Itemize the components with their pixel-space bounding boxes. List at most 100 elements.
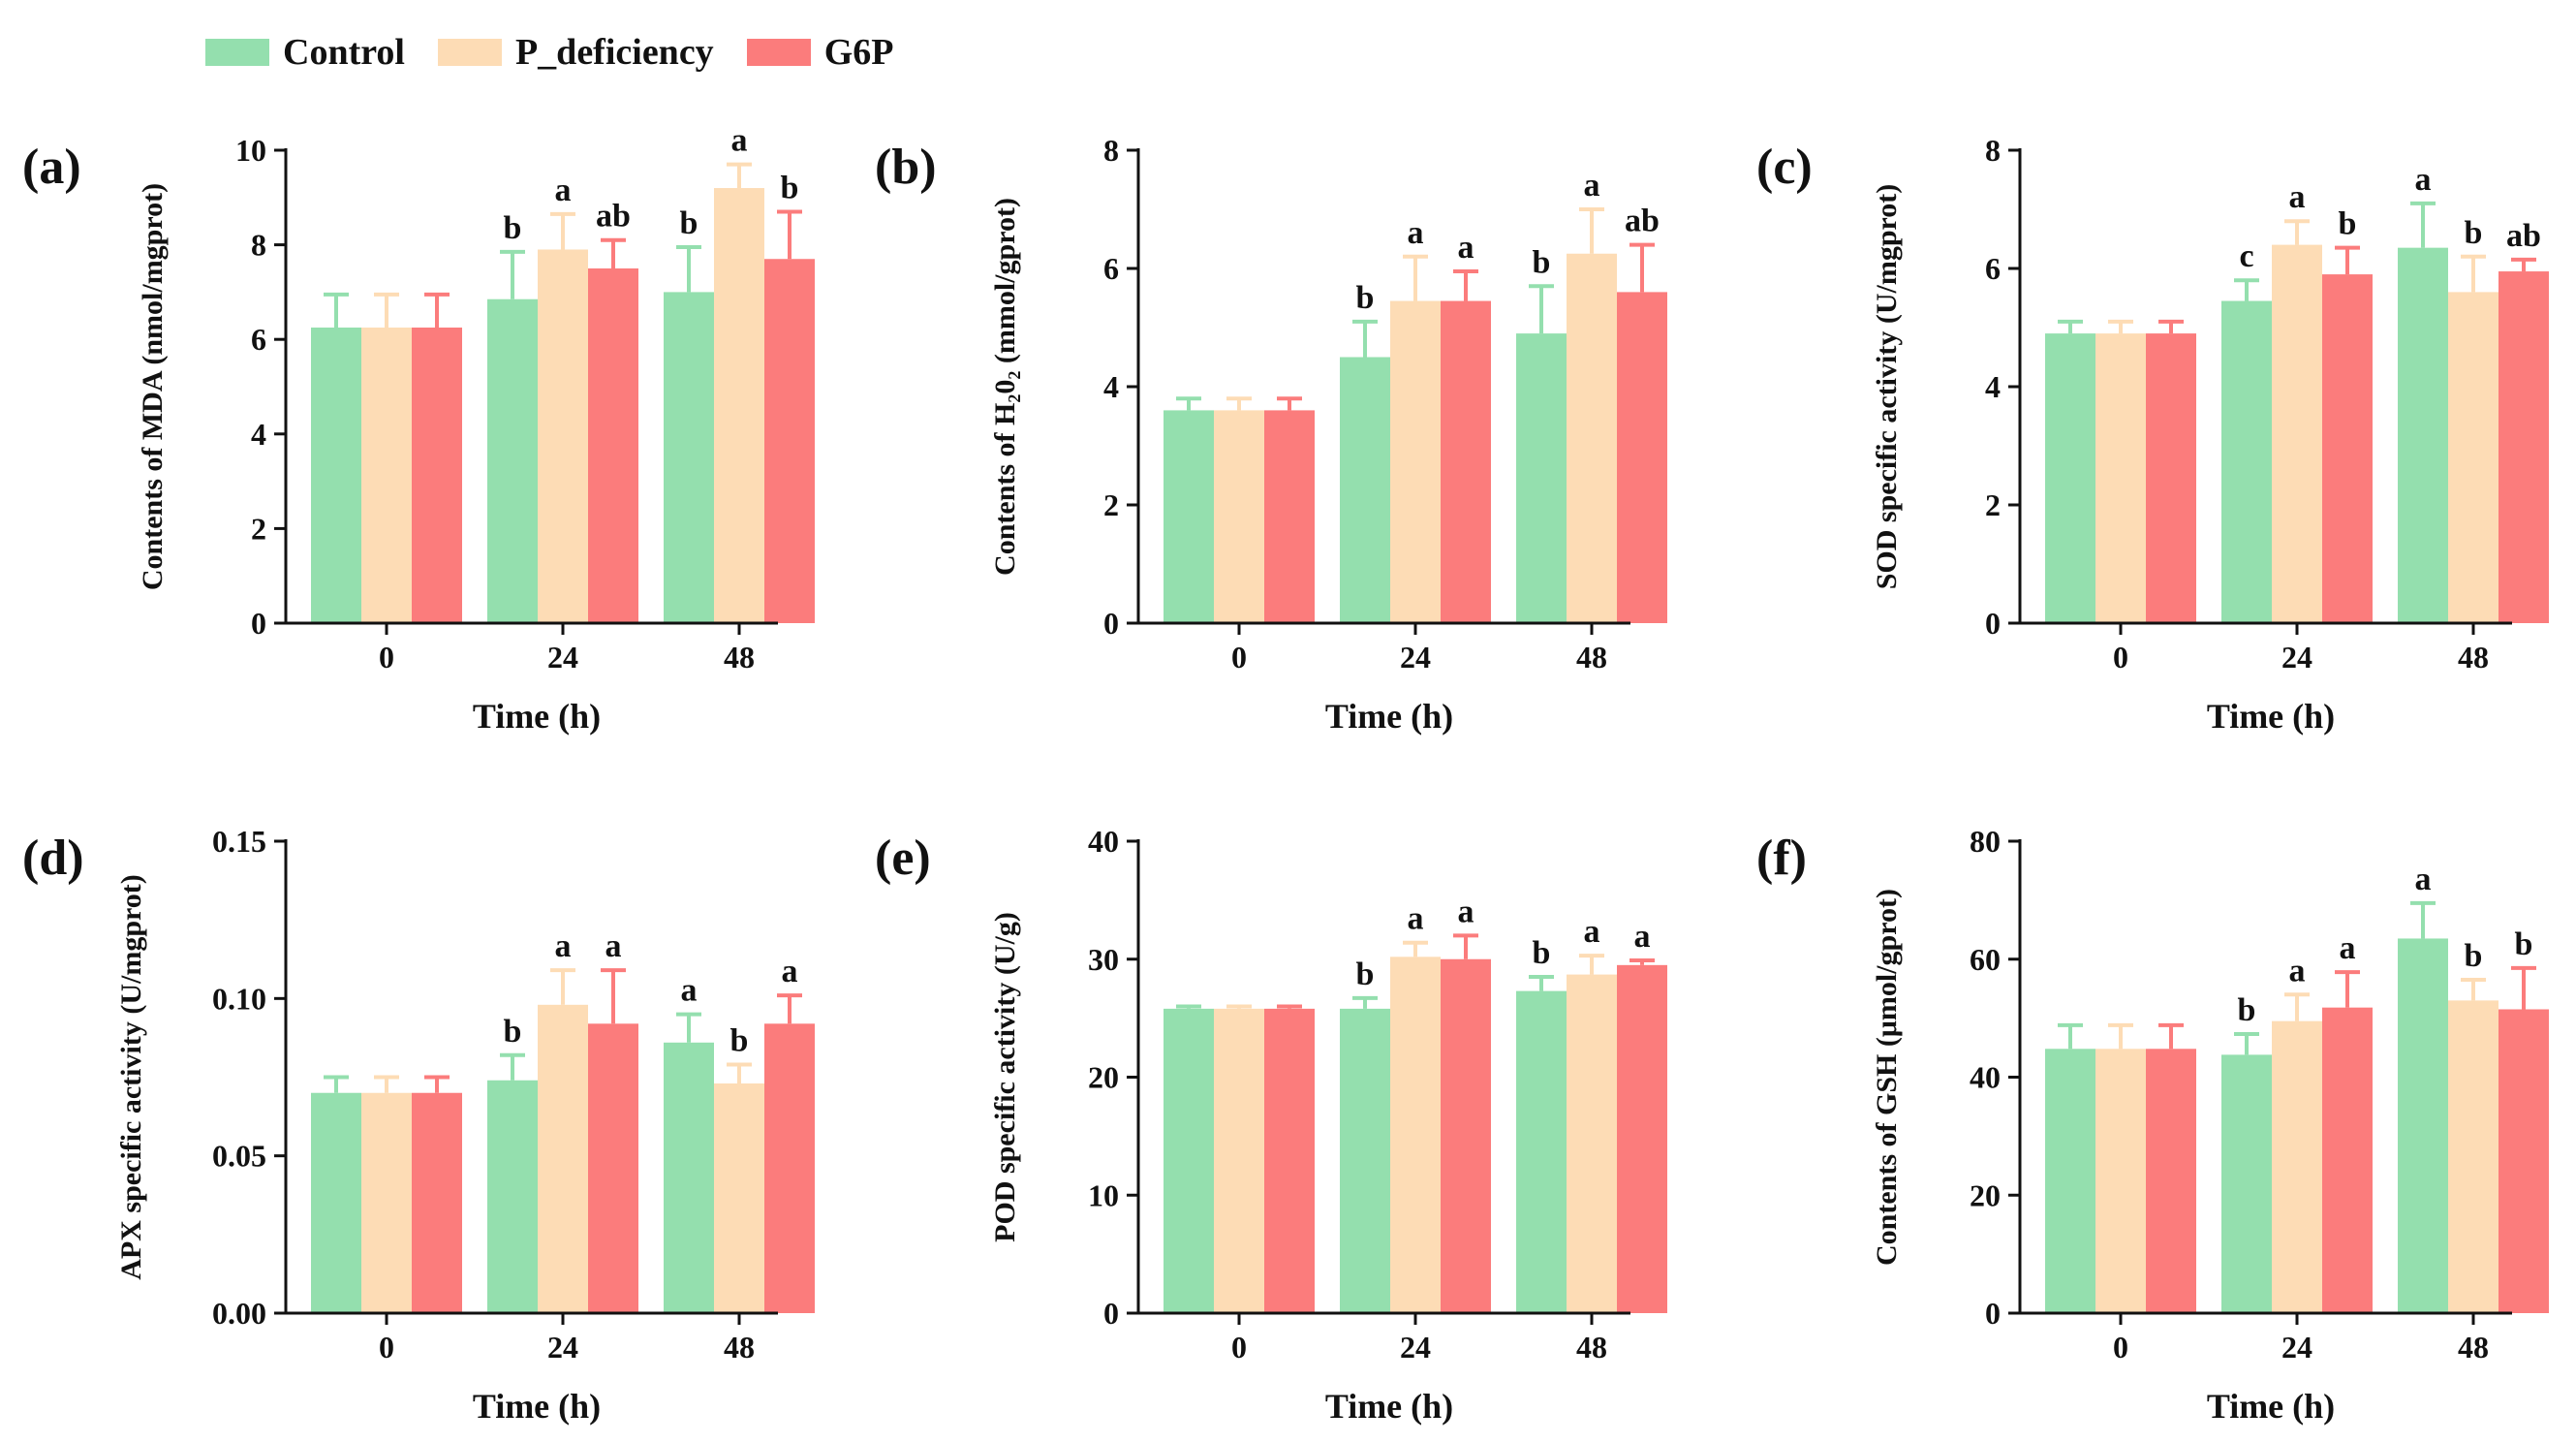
bar [2322, 274, 2373, 623]
y-tick-label: 10 [235, 133, 266, 168]
significance-label: ab [596, 199, 631, 235]
y-tick-label: 6 [251, 322, 266, 357]
y-axis-title: POD specific activity (U/g) [989, 912, 1021, 1242]
x-axis-title: Time (h) [473, 697, 601, 736]
bar [1567, 974, 1617, 1313]
bar [2498, 271, 2549, 623]
significance-label: a [2415, 162, 2432, 198]
y-axis-title: Contents of MDA (nmol/mgprot) [137, 183, 169, 590]
bar [361, 1092, 412, 1313]
significance-label: a [2340, 930, 2356, 966]
x-tick-label: 0 [379, 640, 394, 674]
y-tick-label: 0.00 [212, 1296, 266, 1331]
y-tick-label: 2 [251, 511, 266, 546]
x-axis-title: Time (h) [473, 1387, 601, 1426]
x-axis-title: Time (h) [1325, 697, 1453, 736]
significance-label: b [2515, 926, 2533, 962]
bar [764, 259, 815, 623]
bar [2498, 1009, 2549, 1313]
bar [1617, 964, 1667, 1313]
significance-label: b [504, 1014, 522, 1050]
bar [538, 249, 588, 623]
panel-label: (b) [875, 140, 937, 195]
legend: Control P_deficiency G6P [205, 29, 926, 76]
y-tick-label: 0 [1985, 606, 2001, 641]
bar [2045, 1049, 2095, 1313]
x-axis-title: Time (h) [2207, 697, 2335, 736]
bar [1567, 253, 1617, 623]
significance-label: a [681, 973, 698, 1009]
bar [538, 1004, 588, 1313]
panel-label: (c) [1756, 140, 1813, 195]
bar [588, 268, 638, 623]
legend-item-control: Control [205, 31, 405, 74]
panel-label: (e) [875, 831, 931, 886]
bar [2095, 1049, 2146, 1313]
significance-label: a [2289, 953, 2306, 988]
bar [2398, 938, 2448, 1313]
y-tick-label: 6 [1985, 251, 2001, 286]
bar [487, 298, 538, 623]
y-tick-label: 0 [1985, 1296, 2001, 1331]
significance-label: b [1533, 244, 1551, 280]
bar [1617, 292, 1667, 623]
bar [1164, 1008, 1214, 1313]
x-tick-label: 24 [2281, 640, 2312, 674]
legend-item-p-deficiency: P_deficiency [437, 31, 714, 74]
y-axis-title: Contents of H₂0₂ (mmol/gprot) [989, 198, 1021, 576]
y-tick-label: 4 [1985, 369, 2001, 404]
legend-swatch-control [205, 39, 269, 66]
y-tick-label: 0.05 [212, 1139, 266, 1174]
x-axis-title: Time (h) [1325, 1387, 1453, 1426]
bar [1516, 333, 1567, 623]
x-tick-label: 0 [379, 1330, 394, 1365]
significance-label: b [1356, 280, 1375, 316]
y-tick-label: 80 [1970, 824, 2001, 859]
bar [311, 328, 361, 623]
y-axis-title: SOD specific activity (U/mgprot) [1871, 184, 1903, 590]
panel-label: (f) [1756, 831, 1807, 886]
bar [1164, 410, 1214, 623]
significance-label: a [2415, 862, 2432, 897]
bar [2146, 1049, 2196, 1313]
bar [714, 188, 764, 624]
x-tick-label: 24 [547, 640, 578, 674]
legend-item-g6p: G6P [746, 31, 893, 74]
significance-label: b [1533, 935, 1551, 971]
significance-label: b [730, 1023, 749, 1059]
significance-label: a [555, 173, 572, 208]
significance-label: b [2465, 938, 2483, 974]
y-tick-label: 20 [1088, 1060, 1119, 1095]
legend-swatch-g6p [746, 39, 811, 66]
x-axis-title: Time (h) [2207, 1387, 2335, 1426]
y-tick-label: 2 [1985, 487, 2001, 522]
significance-label: a [1458, 230, 1474, 266]
x-tick-label: 48 [2458, 1330, 2489, 1365]
x-tick-label: 48 [1576, 640, 1607, 674]
y-tick-label: 0.10 [212, 981, 266, 1016]
significance-label: ab [2506, 218, 2541, 254]
significance-label: a [555, 928, 572, 964]
bar [1441, 300, 1491, 623]
legend-swatch-p-deficiency [437, 39, 502, 66]
bar [2272, 1020, 2322, 1313]
significance-label: a [1408, 215, 1424, 251]
bar [1390, 300, 1441, 623]
significance-label: a [1458, 894, 1474, 929]
bar [311, 1092, 361, 1313]
bar [412, 1092, 462, 1313]
y-axis-title: APX specific activity (U/mgprot) [115, 874, 147, 1280]
y-tick-label: 4 [251, 417, 266, 452]
y-tick-label: 8 [1985, 133, 2001, 168]
bar [664, 1042, 714, 1313]
y-tick-label: 40 [1970, 1060, 2001, 1095]
bar [361, 328, 412, 623]
x-tick-label: 24 [1400, 1330, 1431, 1365]
significance-label: b [781, 170, 799, 205]
x-tick-label: 0 [2113, 1330, 2128, 1365]
y-tick-label: 40 [1088, 824, 1119, 859]
significance-label: a [2289, 179, 2306, 215]
significance-label: a [1408, 901, 1424, 937]
